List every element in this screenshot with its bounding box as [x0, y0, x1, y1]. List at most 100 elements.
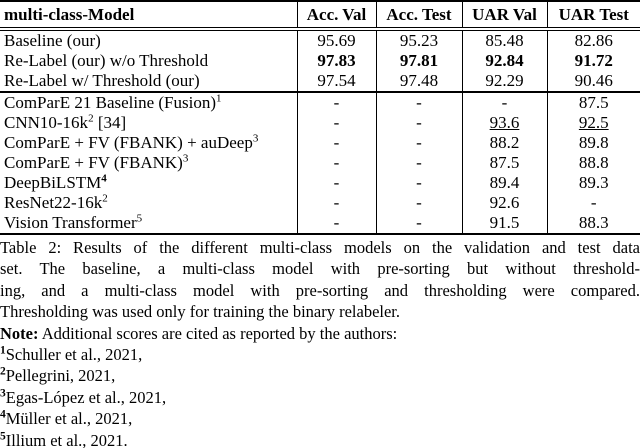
cell-uar-test: 88.8: [546, 153, 640, 173]
footnote-text: Illium et al., 2021.: [5, 430, 128, 448]
footnote-text: Pellegrini, 2021,: [5, 366, 116, 386]
cell-uar-test: 89.3: [546, 173, 640, 193]
footnote: 1Schuller et al., 2021,: [0, 344, 640, 365]
table-row: Re-Label w/ Threshold (our) 97.54 97.48 …: [0, 71, 640, 93]
results-table: multi-class-Model Acc. Val Acc. Test UAR…: [0, 0, 640, 235]
cell-acc-val: -: [296, 173, 376, 193]
table-row: ComParE + FV (FBANK) + auDeep3 - - 88.2 …: [0, 133, 640, 153]
cell-model: ComParE + FV (FBANK)3: [0, 153, 297, 173]
caption-note: Note: Additional scores are cited as rep…: [0, 323, 640, 344]
model-label: Baseline (our): [4, 31, 101, 50]
cell-uar-test: 92.5: [546, 113, 640, 133]
footnote-marker: 2: [0, 365, 6, 378]
cell-uar-test: 91.72: [546, 51, 640, 71]
table-row: Baseline (our) 95.69 95.23 85.48 82.86: [0, 29, 640, 51]
table-row: ResNet22-16k2 - - 92.6 -: [0, 193, 640, 213]
cell-model: ResNet22-16k2: [0, 193, 297, 213]
footnote-text: Müller et al., 2021,: [5, 409, 133, 429]
model-superscript: 1: [216, 92, 222, 105]
cell-uar-test: 90.46: [546, 71, 640, 93]
model-label: Vision Transformer: [4, 213, 137, 232]
cell-uar-val: -: [461, 92, 547, 113]
col-header-acc-val: Acc. Val: [296, 1, 376, 31]
model-label: ComParE + FV (FBANK) + auDeep: [4, 133, 253, 152]
table-row: Vision Transformer5 - - 91.5 88.3: [0, 213, 640, 234]
cell-model: ComParE 21 Baseline (Fusion)1: [0, 92, 297, 113]
model-label: Re-Label w/ Threshold (our): [4, 71, 200, 90]
footnote: 3Egas-López et al., 2021,: [0, 387, 640, 408]
cell-model: DeepBiLSTM4: [0, 173, 297, 193]
cell-model: Vision Transformer5: [0, 213, 297, 234]
footnote: 5Illium et al., 2021.: [0, 430, 640, 448]
table-header-row: multi-class-Model Acc. Val Acc. Test UAR…: [0, 1, 640, 31]
cell-acc-test: -: [375, 193, 462, 213]
cell-uar-test: 89.8: [546, 133, 640, 153]
model-superscript: 3: [252, 133, 259, 145]
model-suffix: [34]: [93, 113, 127, 132]
model-label: ComParE 21 Baseline (Fusion): [4, 93, 217, 112]
cell-model: CNN10-16k2 [34]: [0, 113, 297, 133]
cell-uar-val: 93.6: [461, 113, 547, 133]
model-label: DeepBiLSTM: [4, 173, 102, 192]
cell-acc-val: -: [296, 113, 376, 133]
model-superscript: 2: [88, 113, 94, 125]
cell-model: Re-Label (our) w/o Threshold: [0, 51, 297, 71]
table-row: CNN10-16k2 [34] - - 93.6 92.5: [0, 113, 640, 133]
footnote-text: Egas-López et al., 2021,: [5, 387, 167, 407]
cell-acc-val: 97.54: [296, 71, 376, 93]
cell-uar-val: 89.4: [461, 173, 547, 193]
model-superscript: 3: [182, 153, 189, 165]
cell-uar-val: 87.5: [461, 153, 547, 173]
cell-acc-test: -: [375, 153, 462, 173]
caption-line: Table 2: Results of the different multi-…: [0, 238, 640, 257]
note-text: Additional scores are cited as reported …: [38, 323, 398, 343]
cell-uar-test: 82.86: [546, 29, 640, 51]
cell-acc-val: -: [296, 92, 376, 113]
cell-acc-val: 95.69: [296, 29, 376, 51]
cell-uar-test: 87.5: [546, 92, 640, 113]
footnote-marker: 5: [0, 430, 6, 443]
footnotes: 1Schuller et al., 2021, 2Pellegrini, 202…: [0, 344, 640, 448]
model-superscript: 5: [136, 213, 143, 225]
table-row: Re-Label (our) w/o Threshold 97.83 97.81…: [0, 51, 640, 71]
cell-acc-test: -: [375, 113, 462, 133]
col-header-uar-val: UAR Val: [461, 1, 547, 31]
table-row: ComParE 21 Baseline (Fusion)1 - - - 87.5: [0, 92, 640, 113]
cell-uar-val: 92.6: [461, 193, 547, 213]
cell-model: Baseline (our): [0, 29, 297, 51]
cell-uar-val: 92.84: [461, 51, 547, 71]
cell-acc-test: 95.23: [375, 29, 462, 51]
caption-line: set. The baseline, a multi-class model w…: [0, 259, 640, 279]
cell-acc-test: -: [375, 92, 462, 113]
cell-acc-val: -: [296, 213, 376, 234]
cell-acc-test: -: [375, 173, 462, 193]
footnote-text: Schuller et al., 2021,: [5, 345, 143, 365]
col-header-model: multi-class-Model: [0, 1, 297, 31]
cell-uar-val: 88.2: [461, 133, 547, 153]
cell-uar-test: 88.3: [546, 213, 640, 234]
cell-acc-val: -: [296, 153, 376, 173]
table-row: DeepBiLSTM4 - - 89.4 89.3: [0, 173, 640, 193]
model-label: ResNet22-16k: [4, 193, 103, 212]
model-superscript: 4: [101, 173, 107, 185]
cell-uar-test: -: [546, 193, 640, 213]
cell-uar-val: 91.5: [461, 213, 547, 234]
model-label: ComParE + FV (FBANK): [4, 153, 183, 172]
col-header-uar-test: UAR Test: [546, 1, 640, 31]
model-label: Re-Label (our) w/o Threshold: [4, 51, 209, 70]
cell-acc-test: 97.81: [375, 51, 462, 71]
cell-acc-val: 97.83: [296, 51, 376, 71]
caption-line: Thresholding was used only for training …: [0, 302, 401, 322]
cell-acc-test: -: [375, 213, 462, 234]
cell-acc-test: 97.48: [375, 71, 462, 93]
cell-acc-test: -: [375, 133, 462, 153]
cell-acc-val: -: [296, 193, 376, 213]
footnote: 2Pellegrini, 2021,: [0, 365, 640, 386]
col-header-acc-test: Acc. Test: [375, 1, 462, 31]
table-caption: Table 2: Results of the different multi-…: [0, 237, 640, 344]
table-row: ComParE + FV (FBANK)3 - - 87.5 88.8: [0, 153, 640, 173]
note-label: Note:: [0, 323, 39, 343]
cell-model: Re-Label w/ Threshold (our): [0, 71, 297, 93]
footnote-marker: 4: [0, 408, 6, 421]
